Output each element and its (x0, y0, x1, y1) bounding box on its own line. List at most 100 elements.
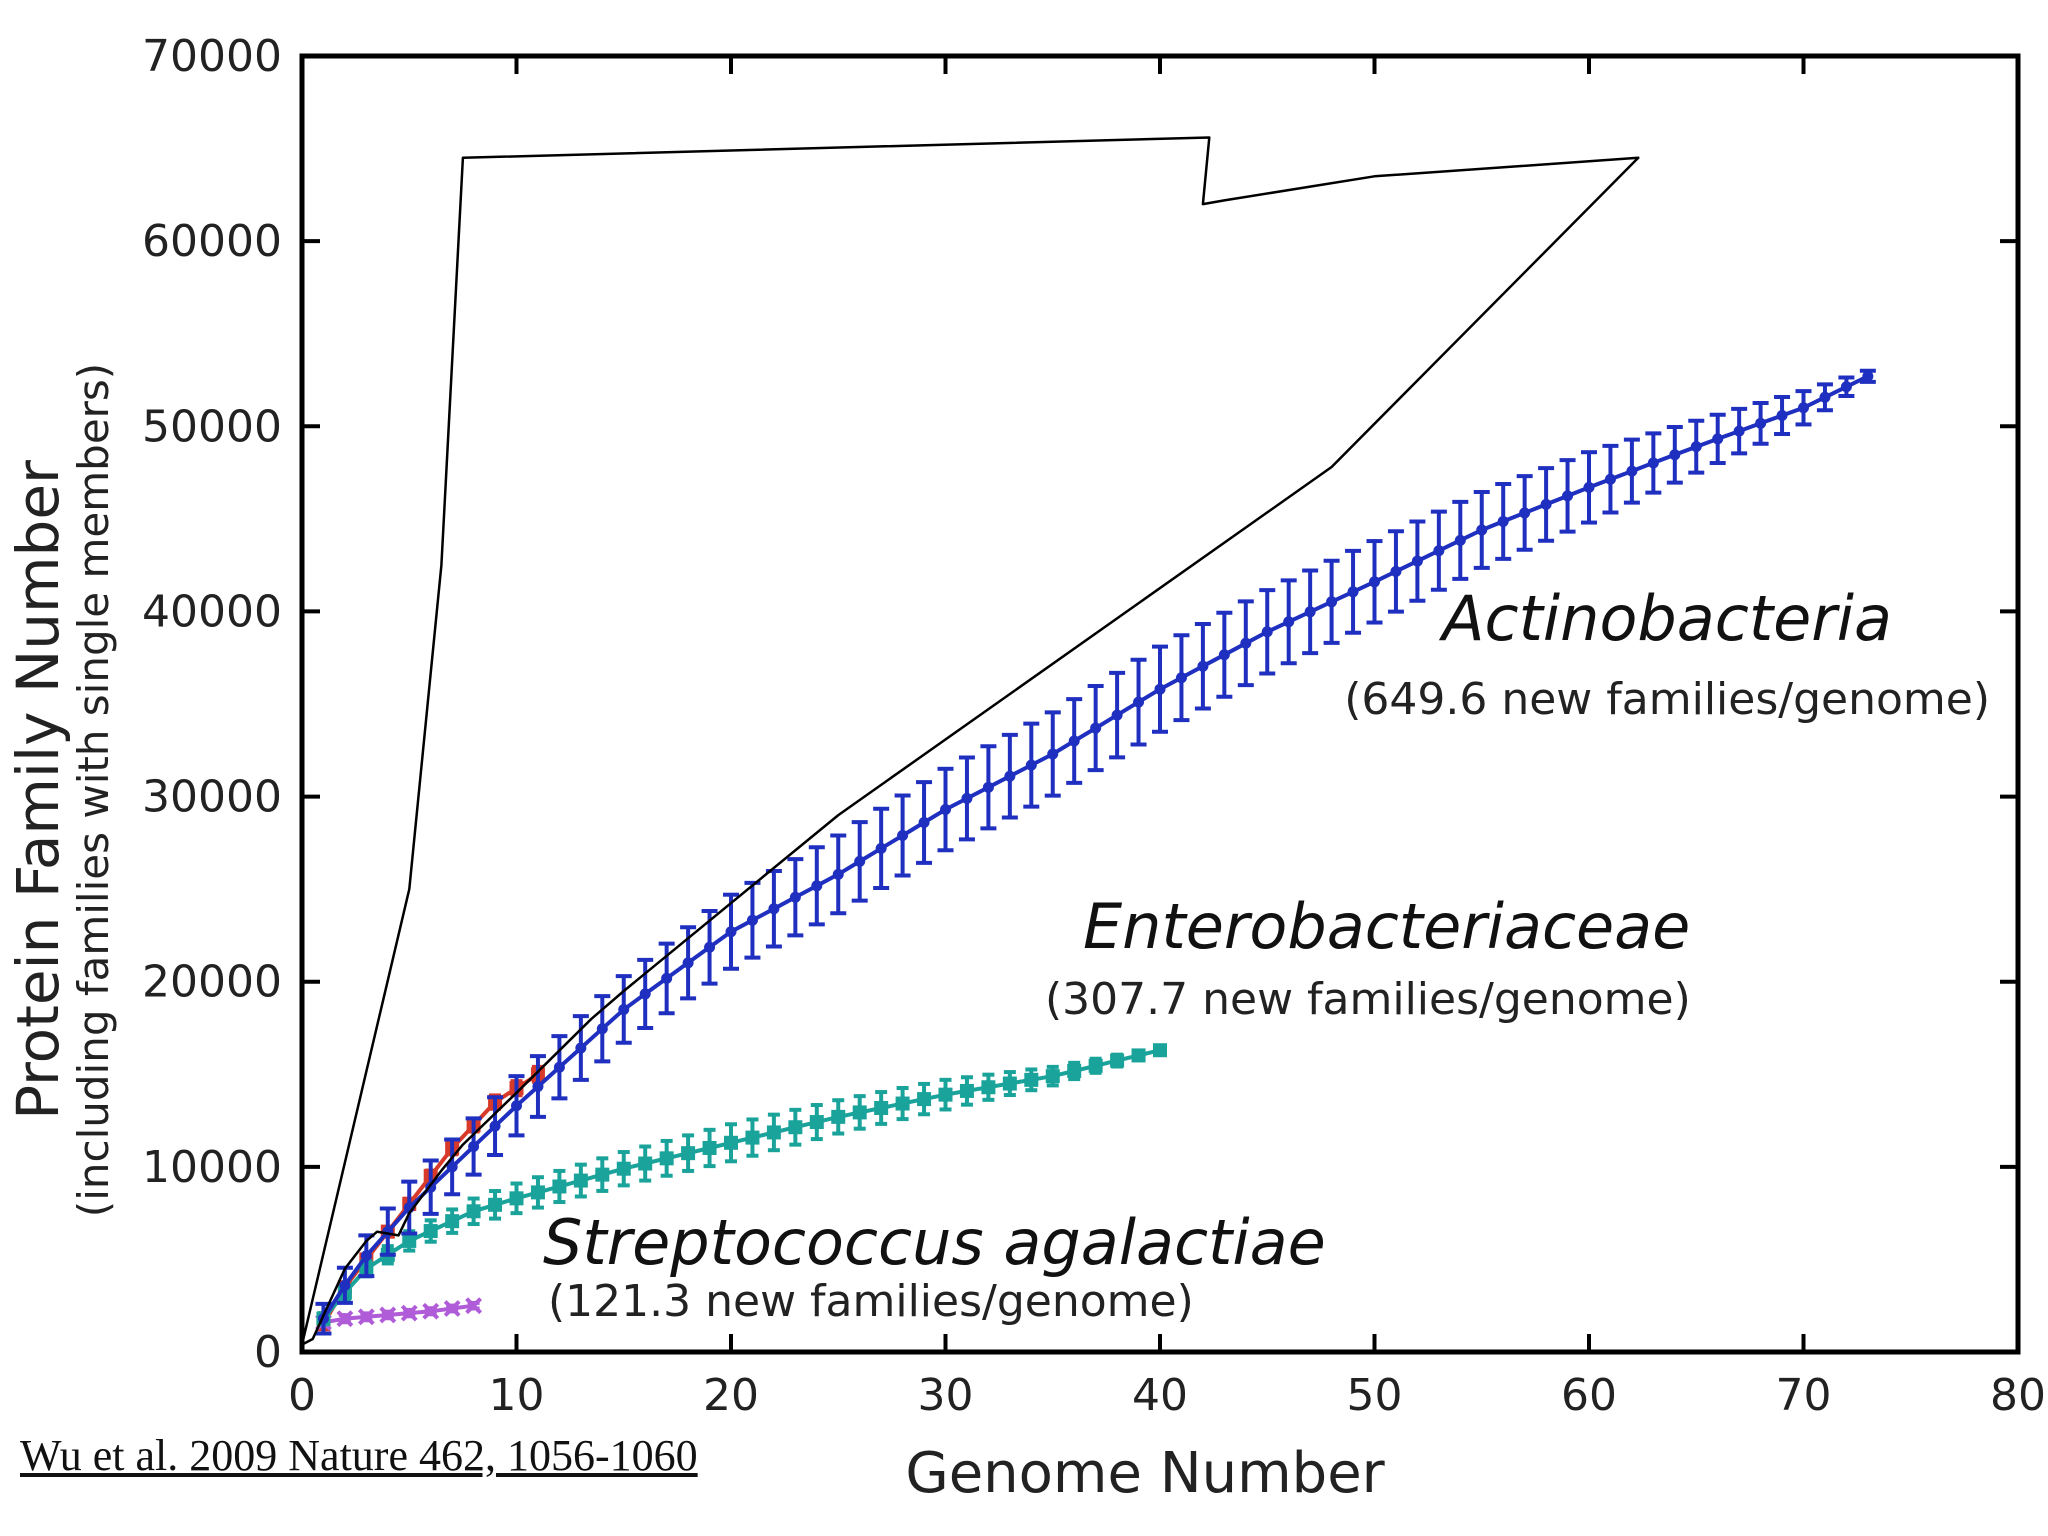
data-point (1497, 515, 1509, 527)
data-point (809, 1115, 824, 1130)
series-actinobacteria (315, 368, 1876, 1336)
y-tick-label: 50000 (142, 401, 282, 452)
citation: Wu et al. 2009 Nature 462, 1056-1060 (20, 1431, 698, 1480)
data-point (466, 1204, 481, 1219)
x-tick-label: 30 (918, 1370, 974, 1421)
data-point (422, 1302, 440, 1320)
data-point (511, 1100, 522, 1112)
data-point (895, 1096, 910, 1111)
data-point (1218, 649, 1230, 661)
x-tick-label: 60 (1561, 1370, 1617, 1421)
data-point (1261, 626, 1273, 638)
label-enterobacteriaceae: Enterobacteriaceae (1083, 890, 1690, 963)
data-point (959, 1083, 974, 1098)
data-point (357, 1308, 375, 1326)
series-line (321, 1048, 1161, 1320)
data-point (1002, 1076, 1017, 1091)
y-axis-title: Protein Family Number (4, 460, 72, 1120)
data-point (811, 880, 823, 892)
data-point (852, 1105, 867, 1120)
data-point (1390, 565, 1402, 577)
data-point (874, 1100, 889, 1115)
data-point (552, 1179, 567, 1194)
data-point (1733, 425, 1745, 437)
data-point (618, 1003, 630, 1015)
data-point (768, 903, 780, 915)
data-point (595, 1167, 610, 1182)
data-point (1068, 735, 1080, 747)
data-point (1562, 490, 1574, 502)
data-point (1004, 770, 1016, 782)
data-point (573, 1173, 588, 1188)
data-point (532, 1081, 544, 1093)
data-point (445, 1214, 460, 1229)
data-point (1326, 596, 1338, 608)
series-line (321, 374, 1869, 1320)
data-point (488, 1197, 503, 1212)
data-point (509, 1191, 524, 1206)
y-tick-label: 70000 (142, 31, 282, 82)
data-point (616, 1161, 631, 1176)
data-point (1862, 370, 1874, 382)
data-point (1369, 576, 1380, 588)
data-point (745, 1130, 760, 1145)
data-point (1175, 672, 1187, 684)
data-point (789, 891, 801, 903)
data-point (1411, 555, 1423, 567)
data-point (1067, 1063, 1082, 1078)
data-point (788, 1120, 803, 1135)
data-point (1197, 660, 1209, 672)
data-point (875, 842, 887, 854)
annotation-outline-layer (300, 136, 1640, 1346)
data-point (465, 1297, 483, 1315)
x-tick-label: 70 (1776, 1370, 1832, 1421)
data-point (489, 1120, 501, 1132)
data-point (1111, 709, 1123, 721)
data-point (1454, 534, 1466, 546)
data-point (1347, 586, 1359, 598)
data-point (961, 792, 973, 804)
data-point (530, 1185, 545, 1200)
data-point (831, 1109, 846, 1124)
series-enterobacteriaceae (316, 1043, 1167, 1327)
data-point (446, 1161, 458, 1173)
data-point (1283, 616, 1295, 628)
data-point (725, 926, 737, 938)
data-point (423, 1224, 438, 1239)
data-point (1626, 465, 1638, 477)
annotation-outline (300, 136, 1640, 1346)
data-point (1110, 1053, 1125, 1068)
data-point (1540, 498, 1552, 510)
data-point (596, 1023, 608, 1035)
data-point (917, 1092, 932, 1107)
data-point (661, 972, 673, 984)
data-point (940, 804, 951, 816)
data-point (918, 816, 930, 828)
data-point (638, 1156, 653, 1171)
data-point (938, 1087, 953, 1102)
data-point (1088, 1058, 1103, 1073)
data-point (575, 1042, 587, 1054)
data-point (1712, 433, 1724, 445)
data-point (1476, 524, 1488, 536)
data-point (1090, 722, 1102, 734)
data-point (1647, 457, 1659, 469)
data-point (854, 855, 866, 867)
label-streptococcus: Streptococcus agalactiae (543, 1206, 1326, 1279)
data-point (704, 941, 716, 953)
data-point (1045, 1069, 1060, 1084)
data-point (336, 1310, 354, 1328)
data-point (681, 1146, 696, 1161)
series-line (323, 1303, 474, 1325)
data-point (1131, 1048, 1146, 1063)
x-tick-label: 10 (489, 1370, 545, 1421)
data-point (1304, 606, 1316, 618)
data-point (402, 1233, 417, 1248)
y-tick-label: 60000 (142, 216, 282, 267)
data-point (682, 957, 694, 969)
rate-enterobacteriaceae: (307.7 new families/genome) (1045, 974, 1691, 1025)
series-layer (315, 368, 1876, 1336)
data-point (1798, 402, 1809, 414)
data-point (897, 829, 909, 841)
